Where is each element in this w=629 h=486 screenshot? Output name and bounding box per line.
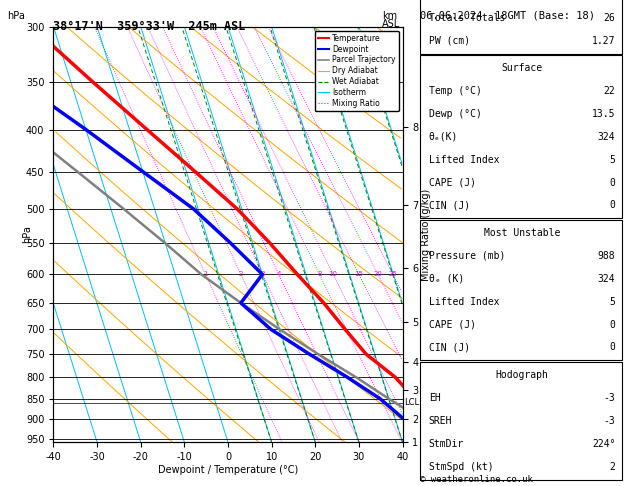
Text: 38°17'N  359°33'W  245m ASL: 38°17'N 359°33'W 245m ASL (53, 20, 246, 34)
Text: 0: 0 (610, 343, 615, 352)
Text: 0: 0 (610, 320, 615, 330)
Text: 324: 324 (598, 274, 615, 284)
Text: 224°: 224° (592, 439, 615, 449)
Text: Temp (°C): Temp (°C) (429, 86, 482, 96)
Text: km: km (382, 11, 397, 21)
Text: 8: 8 (317, 271, 321, 278)
Text: 5: 5 (610, 296, 615, 307)
Text: 0: 0 (610, 200, 615, 210)
Text: 20: 20 (374, 271, 382, 278)
Text: 988: 988 (598, 251, 615, 261)
Text: Lifted Index: Lifted Index (429, 155, 499, 165)
Text: θₑ(K): θₑ(K) (429, 132, 458, 142)
Text: ASL: ASL (382, 19, 400, 30)
Text: 10: 10 (329, 271, 338, 278)
Text: 38: 38 (477, 41, 485, 47)
FancyBboxPatch shape (420, 220, 621, 361)
Text: 2: 2 (238, 271, 243, 278)
Text: CIN (J): CIN (J) (429, 200, 470, 210)
Text: Pressure (mb): Pressure (mb) (429, 251, 505, 261)
Text: θₑ (K): θₑ (K) (429, 274, 464, 284)
Text: 15: 15 (355, 271, 364, 278)
Text: 4: 4 (277, 271, 281, 278)
Text: -3: -3 (604, 393, 615, 403)
Text: PW (cm): PW (cm) (429, 35, 470, 46)
Text: 06.06.2024  18GMT (Base: 18): 06.06.2024 18GMT (Base: 18) (420, 11, 594, 21)
Text: 0: 0 (610, 177, 615, 188)
Text: kt: kt (460, 25, 470, 35)
Text: StmSpd (kt): StmSpd (kt) (429, 462, 493, 471)
FancyBboxPatch shape (420, 55, 621, 218)
Text: Dewp (°C): Dewp (°C) (429, 109, 482, 119)
Text: LCL: LCL (404, 399, 419, 407)
Text: Most Unstable: Most Unstable (484, 228, 560, 238)
Legend: Temperature, Dewpoint, Parcel Trajectory, Dry Adiabat, Wet Adiabat, Isotherm, Mi: Temperature, Dewpoint, Parcel Trajectory… (314, 31, 399, 111)
Point (529, 76, 539, 84)
Text: 22: 22 (604, 86, 615, 96)
Y-axis label: Mixing Ratio (g/kg): Mixing Ratio (g/kg) (421, 189, 431, 280)
Point (526, 76, 536, 84)
Text: 1: 1 (203, 271, 208, 278)
Text: © weatheronline.co.uk: © weatheronline.co.uk (420, 474, 532, 484)
Text: -3: -3 (604, 416, 615, 426)
Text: 3: 3 (260, 271, 265, 278)
Text: EH: EH (429, 393, 440, 403)
Text: 324: 324 (598, 132, 615, 142)
Text: 28: 28 (491, 50, 499, 55)
Text: 2: 2 (610, 462, 615, 471)
Text: 26: 26 (604, 13, 615, 23)
Text: 25: 25 (388, 271, 397, 278)
Text: 5: 5 (610, 155, 615, 165)
Text: CAPE (J): CAPE (J) (429, 320, 476, 330)
FancyBboxPatch shape (420, 0, 621, 53)
Text: Hodograph: Hodograph (496, 370, 548, 380)
Text: 13.5: 13.5 (592, 109, 615, 119)
Text: CAPE (J): CAPE (J) (429, 177, 476, 188)
Text: Surface: Surface (501, 63, 543, 73)
Text: SREH: SREH (429, 416, 452, 426)
Text: 1.27: 1.27 (592, 35, 615, 46)
Text: StmDir: StmDir (429, 439, 464, 449)
Text: Lifted Index: Lifted Index (429, 296, 499, 307)
Text: hPa: hPa (22, 226, 32, 243)
Text: 16: 16 (503, 64, 510, 69)
FancyBboxPatch shape (420, 362, 621, 480)
Text: hPa: hPa (8, 11, 25, 21)
X-axis label: Dewpoint / Temperature (°C): Dewpoint / Temperature (°C) (158, 465, 298, 475)
Text: Totals Totals: Totals Totals (429, 13, 505, 23)
Text: CIN (J): CIN (J) (429, 343, 470, 352)
